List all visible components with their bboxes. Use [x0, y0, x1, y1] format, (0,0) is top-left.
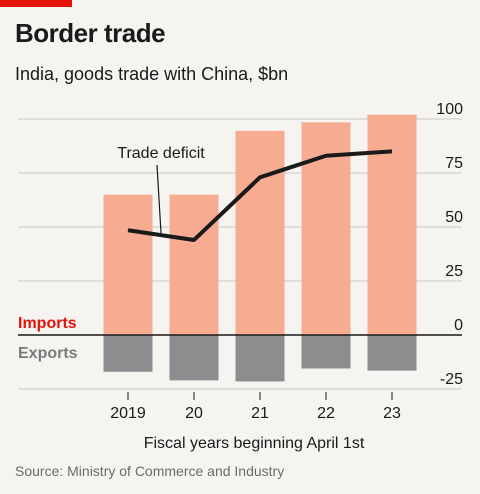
imports-bar	[103, 194, 153, 335]
y-tick-label: 25	[445, 263, 463, 280]
imports-bar	[367, 114, 417, 336]
brand-accent-bar	[0, 0, 72, 7]
imports-bar	[169, 194, 219, 335]
imports-label: Imports	[18, 315, 77, 332]
exports-label: Exports	[18, 345, 78, 362]
x-tick-label: 21	[251, 405, 269, 422]
x-tick-label: 20	[185, 405, 203, 422]
bars	[103, 114, 417, 382]
x-tick-labels: 2019 20 21 22 23	[110, 392, 401, 422]
source-note: Source: Ministry of Commerce and Industr…	[15, 463, 285, 479]
exports-bar	[169, 335, 219, 381]
trade-deficit-line	[127, 149, 393, 242]
exports-bar	[367, 335, 417, 371]
x-axis-title: Fiscal years beginning April 1st	[144, 435, 365, 452]
imports-bar	[235, 130, 285, 335]
chart-title: Border trade	[15, 18, 166, 48]
series-labels: Trade deficit Imports Exports Fiscal years …	[18, 145, 365, 452]
chart-subtitle: India, goods trade with China, $bn	[15, 64, 289, 84]
deficit-line-group	[127, 149, 393, 242]
exports-bar	[235, 335, 285, 382]
y-tick-label: -25	[440, 371, 463, 388]
x-tick-label: 22	[317, 405, 335, 422]
x-tick-label: 23	[383, 405, 401, 422]
annotation-leader-line	[156, 164, 162, 234]
exports-bar	[103, 335, 153, 372]
y-tick-label: 75	[445, 155, 463, 172]
y-tick-label: 100	[436, 101, 463, 118]
trade-deficit-annotation: Trade deficit	[117, 145, 205, 162]
y-tick-label: 50	[445, 209, 463, 226]
y-tick-labels: 100 75 50 25 0 -25	[436, 101, 463, 388]
exports-bar	[301, 335, 351, 369]
y-tick-label: 0	[454, 317, 463, 334]
x-tick-label: 2019	[110, 405, 146, 422]
